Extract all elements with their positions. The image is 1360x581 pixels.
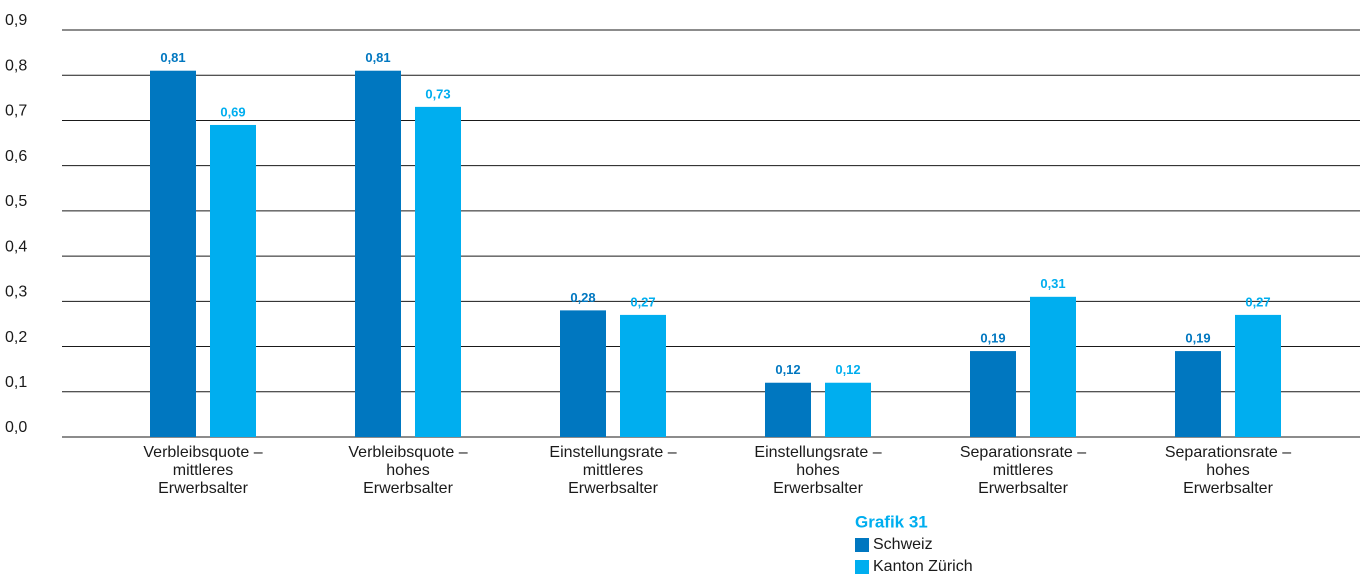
bar [1235, 314, 1281, 437]
value-label: 0,81 [365, 50, 390, 65]
y-tick-label: 0,2 [5, 329, 27, 346]
legend-label: Kanton Zürich [873, 558, 973, 575]
x-tick-label: Einstellungsrate – hohes Erwerbsalter [754, 444, 882, 497]
y-tick-label: 0,9 [5, 12, 27, 29]
bar [620, 314, 666, 437]
value-label: 0,27 [630, 294, 655, 309]
y-tick-label: 0,0 [5, 419, 27, 436]
x-tick-label: Separationsrate – mittleres Erwerbsalter [959, 444, 1087, 497]
legend-swatch [855, 560, 869, 574]
legend-swatch [855, 538, 869, 552]
value-label: 0,69 [220, 104, 245, 119]
y-tick-label: 0,7 [5, 103, 27, 120]
value-label: 0,28 [570, 290, 595, 305]
bar [150, 70, 196, 437]
y-tick-label: 0,3 [5, 284, 27, 301]
bar [1030, 296, 1076, 437]
bar [210, 124, 256, 437]
bar [1175, 351, 1221, 437]
x-tick-label: Verbleibsquote – hohes Erwerbsalter [348, 444, 468, 497]
bar [970, 351, 1016, 437]
x-tick-label: Separationsrate – hohes Erwerbsalter [1164, 444, 1292, 497]
bar [825, 382, 871, 437]
y-tick-label: 0,6 [5, 148, 27, 165]
y-tick-label: 0,5 [5, 193, 27, 210]
legend-label: Schweiz [873, 536, 933, 553]
y-tick-label: 0,1 [5, 374, 27, 391]
bar [415, 106, 461, 437]
value-label: 0,19 [980, 331, 1005, 346]
value-label: 0,27 [1245, 294, 1270, 309]
y-tick-label: 0,4 [5, 238, 27, 255]
value-label: 0,31 [1040, 276, 1065, 291]
x-tick-label: Einstellungsrate – mittleres Erwerbsalte… [549, 444, 677, 497]
x-tick-label: Verbleibsquote – mittleres Erwerbsalter [143, 444, 263, 497]
bar [355, 70, 401, 437]
legend-title: Grafik 31 [855, 512, 928, 531]
value-label: 0,81 [160, 50, 185, 65]
value-label: 0,73 [425, 86, 450, 101]
bar [765, 382, 811, 437]
bar [560, 310, 606, 437]
value-label: 0,12 [835, 362, 860, 377]
value-label: 0,19 [1185, 331, 1210, 346]
y-tick-label: 0,8 [5, 57, 27, 74]
value-label: 0,12 [775, 362, 800, 377]
